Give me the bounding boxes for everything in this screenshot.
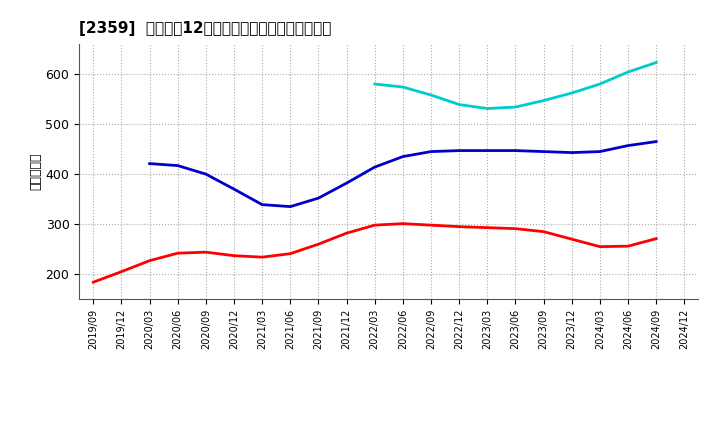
- 5年: [399, 154, 408, 159]
- 5年: [286, 204, 294, 209]
- 3年: [286, 251, 294, 257]
- 7年: [595, 81, 604, 87]
- 7年: [624, 70, 632, 75]
- 5年: [370, 165, 379, 170]
- 5年: [624, 143, 632, 148]
- 5年: [258, 202, 266, 207]
- 3年: [342, 231, 351, 236]
- 7年: [652, 60, 660, 65]
- 3年: [483, 225, 492, 230]
- 3年: [202, 249, 210, 255]
- 3年: [539, 229, 548, 234]
- 3年: [624, 243, 632, 249]
- 5年: [202, 172, 210, 177]
- 3年: [314, 242, 323, 247]
- 7年: [539, 98, 548, 103]
- 3年: [230, 253, 238, 258]
- 3年: [399, 221, 408, 226]
- 5年: [595, 149, 604, 154]
- 5年: [511, 148, 520, 153]
- 5年: [455, 148, 464, 153]
- 3年: [174, 250, 182, 256]
- 3年: [595, 244, 604, 249]
- 7年: [511, 104, 520, 110]
- 3年: [427, 223, 436, 228]
- Line: 3年: 3年: [94, 224, 656, 282]
- 3年: [89, 279, 98, 285]
- 3年: [567, 237, 576, 242]
- 3年: [652, 236, 660, 241]
- 5年: [427, 149, 436, 154]
- 7年: [455, 102, 464, 107]
- 7年: [370, 81, 379, 87]
- 5年: [567, 150, 576, 155]
- 5年: [483, 148, 492, 153]
- Text: [2359]  経常利益12か月移動合計の標準偏差の推移: [2359] 経常利益12か月移動合計の標準偏差の推移: [79, 21, 332, 36]
- 5年: [652, 139, 660, 144]
- 5年: [145, 161, 154, 166]
- Line: 5年: 5年: [150, 142, 656, 207]
- 5年: [342, 180, 351, 186]
- 5年: [174, 163, 182, 168]
- Y-axis label: （百万円）: （百万円）: [30, 153, 42, 191]
- 7年: [567, 90, 576, 95]
- 5年: [314, 195, 323, 201]
- 3年: [511, 226, 520, 231]
- 3年: [117, 269, 126, 274]
- 3年: [370, 223, 379, 228]
- 5年: [230, 187, 238, 192]
- 3年: [258, 254, 266, 260]
- 7年: [427, 92, 436, 98]
- 3年: [455, 224, 464, 229]
- 7年: [399, 84, 408, 90]
- 7年: [483, 106, 492, 111]
- 5年: [539, 149, 548, 154]
- 3年: [145, 258, 154, 263]
- Line: 7年: 7年: [374, 62, 656, 109]
